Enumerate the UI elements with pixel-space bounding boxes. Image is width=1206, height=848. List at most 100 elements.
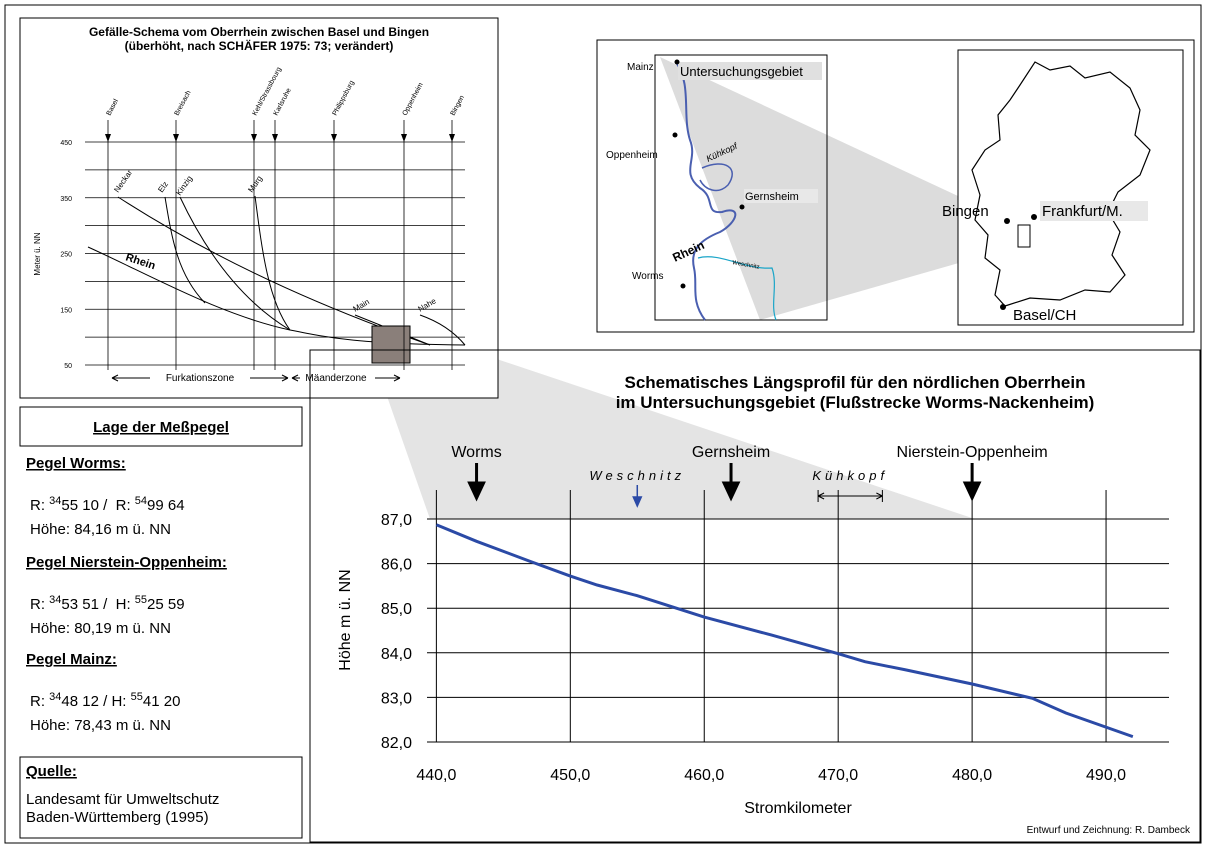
y-tick-label: 85,0 xyxy=(381,601,412,618)
x-tick-label: 460,0 xyxy=(684,767,724,784)
x-tick-label: 490,0 xyxy=(1086,767,1126,784)
station-arrow xyxy=(401,134,407,142)
chart-title: Schematisches Längsprofil für den nördli… xyxy=(625,373,1086,392)
schema-panel xyxy=(19,17,499,399)
annotation: Nierstein-Oppenheim xyxy=(897,444,1048,461)
arrow xyxy=(632,485,643,508)
germany-outline xyxy=(971,61,1151,307)
coord-text: R: xyxy=(30,497,49,514)
gauge-height: Höhe: 84,16 m ü. NN xyxy=(30,521,171,538)
murg-curve xyxy=(254,195,291,331)
coord-text: 41 20 xyxy=(143,693,181,710)
coord-text: 55 10 / R: xyxy=(61,497,134,514)
gauge-title-box xyxy=(19,406,303,447)
coord-text: 25 59 xyxy=(147,596,185,613)
station-arrow xyxy=(173,134,179,142)
local-map-frame xyxy=(654,54,828,321)
place-dot xyxy=(680,283,686,289)
gauge-coords: R: 3453 51 / H: 5525 59 xyxy=(30,594,185,613)
elz-curve xyxy=(164,196,206,304)
place-label: Bingen xyxy=(942,203,989,220)
projection xyxy=(660,57,1018,320)
coord-text: R: xyxy=(30,693,49,710)
place-dot xyxy=(672,132,678,138)
x-axis-label: Stromkilometer xyxy=(744,800,852,817)
arrow xyxy=(467,463,486,502)
y-tick-label: 450 xyxy=(60,140,72,147)
chart-subtitle: im Untersuchungsgebiet (Flußstrecke Worm… xyxy=(616,393,1095,412)
schema-y-label: Meter ü. NN xyxy=(33,232,42,275)
coord-text: 48 12 / H: xyxy=(61,693,130,710)
source-line: Baden-Württemberg (1995) xyxy=(26,809,209,826)
coord-text: 99 64 xyxy=(147,497,185,514)
y-tick-label: 87,0 xyxy=(381,512,412,529)
superscript: 54 xyxy=(135,495,147,507)
range-arrow xyxy=(817,490,883,502)
superscript: 34 xyxy=(49,495,61,507)
y-tick-label: 350 xyxy=(60,196,72,203)
y-tick-label: 86,0 xyxy=(381,557,412,574)
germany-map-frame xyxy=(957,49,1184,326)
place-dot xyxy=(1031,214,1037,220)
schema-subtitle: (überhöht, nach SCHÄFER 1975: 73; veränd… xyxy=(125,38,394,53)
nahe-curve xyxy=(419,314,466,346)
gauge-name: Pegel Nierstein-Oppenheim: xyxy=(26,554,227,571)
arrow xyxy=(962,463,982,502)
y-tick-label: 82,0 xyxy=(381,735,412,752)
annotation: Worms xyxy=(451,444,501,461)
y-tick-label: 84,0 xyxy=(381,646,412,663)
study-area xyxy=(1017,224,1031,248)
gauge-name: Pegel Mainz: xyxy=(26,651,117,668)
x-tick-label: 470,0 xyxy=(818,767,858,784)
place-label: Worms xyxy=(632,271,663,282)
kinzig-curve xyxy=(179,196,291,331)
place-label: Basel/CH xyxy=(1013,307,1076,324)
y-tick-label: 150 xyxy=(60,307,72,314)
station-arrow xyxy=(449,134,455,142)
gauge-height: Höhe: 78,43 m ü. NN xyxy=(30,717,171,734)
schema-title: Gefälle-Schema vom Oberrhein zwischen Ba… xyxy=(89,25,429,39)
source-box xyxy=(19,756,303,839)
y-tick-label: 250 xyxy=(60,252,72,259)
station-arrow xyxy=(105,134,111,142)
gauge-coords: R: 3455 10 / R: 5499 64 xyxy=(30,495,185,514)
feature-label: Weschnitz xyxy=(732,260,760,271)
place-label: Mainz xyxy=(627,62,654,73)
annotation: Gernsheim xyxy=(692,444,770,461)
profile-line xyxy=(435,523,1134,739)
zone-arrows xyxy=(111,374,401,382)
gauge-name: Pegel Worms: xyxy=(26,455,126,472)
label-bg xyxy=(1040,201,1148,221)
annotation: Kühkopf xyxy=(812,468,888,483)
x-tick-label: 480,0 xyxy=(952,767,992,784)
source-line: Landesamt für Umweltschutz xyxy=(26,791,219,808)
y-tick-label: 50 xyxy=(64,363,72,370)
place-dot xyxy=(1000,304,1006,310)
station-arrow xyxy=(251,134,257,142)
superscript: 34 xyxy=(49,594,61,606)
annotation: Weschnitz xyxy=(589,468,685,483)
gauge-coords: R: 3448 12 / H: 5541 20 xyxy=(30,691,180,710)
old-rhein-loop xyxy=(699,163,733,192)
arrow xyxy=(721,463,741,502)
x-tick-label: 450,0 xyxy=(550,767,590,784)
credit: Entwurf und Zeichnung: R. Dambeck xyxy=(1027,825,1191,836)
y-tick-label: 83,0 xyxy=(381,690,412,707)
profile-panel xyxy=(309,349,1201,843)
y-axis-label: Höhe m ü. NN xyxy=(337,569,354,670)
superscript: 55 xyxy=(131,691,143,703)
gauge-title: Lage der Meßpegel xyxy=(93,419,229,436)
x-tick-label: 440,0 xyxy=(416,767,456,784)
river-rhein xyxy=(675,61,737,321)
projection xyxy=(375,330,975,519)
superscript: 55 xyxy=(135,594,147,606)
place-dot xyxy=(739,204,745,210)
station-arrow xyxy=(272,134,278,142)
source-title: Quelle: xyxy=(26,763,77,780)
zone-label: Mäanderzone xyxy=(305,373,367,384)
river-weschnitz xyxy=(697,256,777,321)
place-label: Oppenheim xyxy=(606,150,658,161)
zone-label: Furkationszone xyxy=(166,373,235,384)
station-arrow xyxy=(331,134,337,142)
